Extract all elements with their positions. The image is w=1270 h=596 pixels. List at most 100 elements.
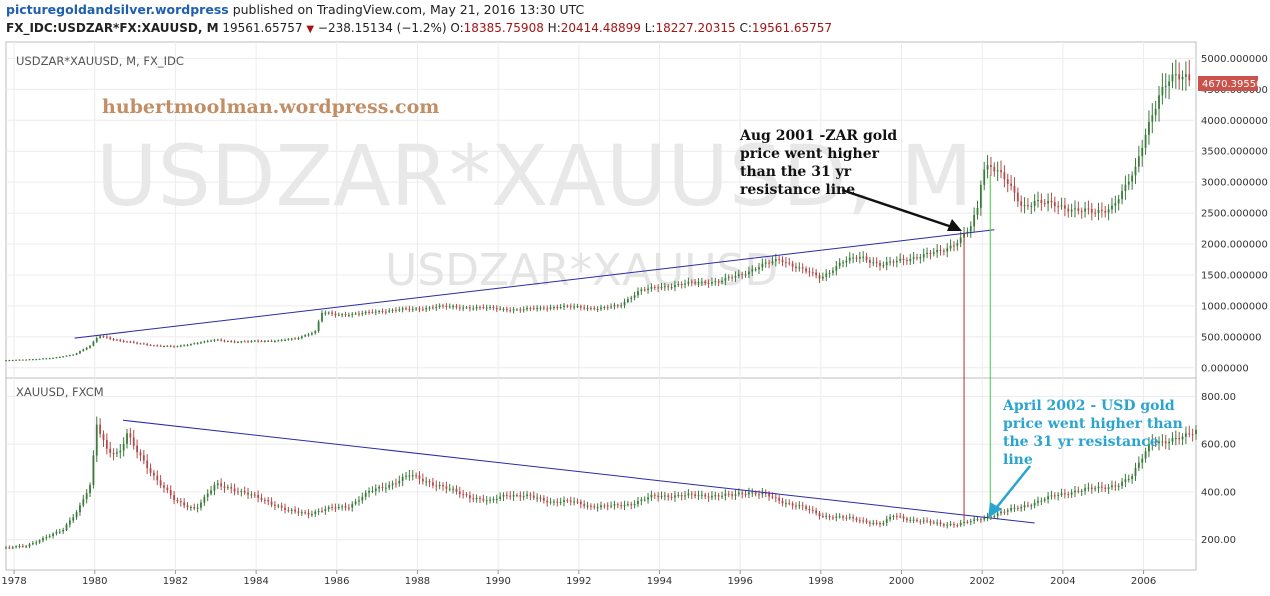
- bottom-candle-body: [620, 505, 623, 507]
- top-candle-body: [848, 257, 851, 261]
- bottom-candle-body: [257, 494, 260, 498]
- usd-annotation: April 2002 - USD gold price went higher …: [1002, 398, 1188, 468]
- top-candle-body: [1114, 203, 1117, 206]
- bottom-candle-body: [1090, 487, 1093, 489]
- bottom-candle-body: [223, 486, 226, 488]
- bottom-candle-body: [687, 493, 690, 496]
- top-candle-body: [132, 341, 135, 343]
- top-candle-body: [112, 339, 115, 341]
- top-candle-body: [663, 286, 666, 288]
- bottom-candle-body: [963, 521, 965, 523]
- top-ytick-label: 1000.000000: [1201, 301, 1268, 312]
- bottom-candle-body: [516, 495, 518, 497]
- bottom-candle-body: [600, 505, 602, 508]
- bottom-candle-body: [388, 484, 391, 488]
- top-candle-body: [116, 339, 118, 341]
- bottom-candle-body: [912, 519, 915, 521]
- top-candle-body: [1174, 74, 1177, 76]
- bottom-candle-body: [1148, 443, 1150, 452]
- top-candle-body: [990, 165, 992, 167]
- bottom-candle-body: [149, 468, 152, 473]
- bottom-candle-body: [233, 488, 236, 492]
- xtick-label: 1986: [324, 576, 349, 587]
- top-candle-body: [173, 346, 175, 348]
- overlays: [74, 175, 1035, 524]
- bottom-candle-body: [1100, 486, 1103, 488]
- top-candle-body: [613, 305, 616, 307]
- top-candle-body: [465, 307, 468, 309]
- top-candle-body: [549, 307, 552, 309]
- top-candle-body: [781, 259, 784, 263]
- top-candle-body: [324, 312, 327, 314]
- bottom-candle-body: [62, 529, 65, 532]
- top-candle-body: [1027, 205, 1029, 207]
- top-candle-body: [485, 307, 488, 309]
- top-candle-body: [240, 341, 243, 343]
- bottom-candle-body: [153, 472, 155, 476]
- top-candle-body: [939, 249, 942, 251]
- top-candle-body: [448, 306, 451, 308]
- bottom-candle-body: [361, 496, 364, 501]
- bottom-candle-body: [65, 524, 68, 530]
- bottom-candle-body: [536, 497, 539, 499]
- bottom-candle-body: [1127, 479, 1130, 481]
- top-candle-body: [573, 306, 576, 308]
- top-candle-body: [1151, 115, 1154, 122]
- top-candle-body: [845, 260, 848, 263]
- bottom-candle-body: [1181, 436, 1184, 440]
- top-candle-body: [297, 338, 300, 340]
- bottom-candle-body: [694, 494, 697, 496]
- bottom-candle-body: [311, 513, 313, 515]
- bottom-candle-body: [892, 516, 895, 518]
- top-candle-body: [1117, 199, 1120, 204]
- top-candle-body: [724, 277, 727, 281]
- bottom-candle-body: [260, 497, 263, 500]
- bottom-series: [5, 416, 1197, 550]
- bottom-candle-body: [895, 516, 898, 518]
- top-candle-body: [45, 358, 48, 360]
- top-candle-body: [593, 307, 596, 310]
- top-candle-body: [1037, 200, 1039, 202]
- top-candle-body: [68, 355, 71, 357]
- bottom-candle-body: [1131, 476, 1134, 480]
- top-candle-body: [1164, 85, 1167, 87]
- top-candle-body: [731, 277, 734, 279]
- top-candle-body: [902, 258, 905, 260]
- top-series: [5, 59, 1191, 362]
- top-candle-body: [1121, 191, 1123, 200]
- bottom-candle-body: [546, 500, 549, 503]
- site-link[interactable]: picturegoldandsilver.wordpress: [6, 2, 229, 17]
- xtick-label: 2004: [1050, 576, 1075, 587]
- bottom-candle-body: [18, 545, 21, 547]
- bottom-candle-body: [458, 491, 461, 495]
- top-candle-body: [189, 343, 192, 345]
- bottom-candle-body: [596, 507, 599, 509]
- bottom-candle-body: [284, 507, 286, 510]
- bottom-candle-body: [556, 501, 559, 503]
- top-candle-body: [946, 248, 949, 252]
- bottom-candle-body: [475, 497, 478, 500]
- top-candle-body: [411, 308, 414, 310]
- bottom-candle-body: [939, 522, 942, 525]
- top-candle-body: [919, 257, 922, 259]
- top-candle-body: [596, 309, 599, 311]
- top-candle-body: [378, 310, 381, 312]
- top-candle-body: [1074, 208, 1076, 210]
- bottom-candle-body: [630, 504, 633, 506]
- top-candle-body: [1070, 209, 1073, 212]
- bottom-candle-body: [465, 494, 468, 496]
- bottom-candle-body: [368, 490, 370, 493]
- bottom-candle-body: [717, 495, 720, 497]
- last-value: 19561.65757: [222, 21, 303, 35]
- top-candle-body: [314, 331, 317, 334]
- bottom-candle-body: [31, 543, 34, 545]
- bottom-candle-body: [657, 495, 660, 498]
- top-candle-body: [559, 306, 562, 308]
- bottom-candle-body: [250, 494, 253, 496]
- watermark-large: USDZAR*XAUUSD, M: [96, 127, 973, 225]
- top-candle-body: [697, 282, 700, 284]
- bottom-candle-body: [1067, 494, 1070, 496]
- bottom-candle-body: [697, 495, 700, 497]
- bottom-candle-body: [1000, 511, 1002, 514]
